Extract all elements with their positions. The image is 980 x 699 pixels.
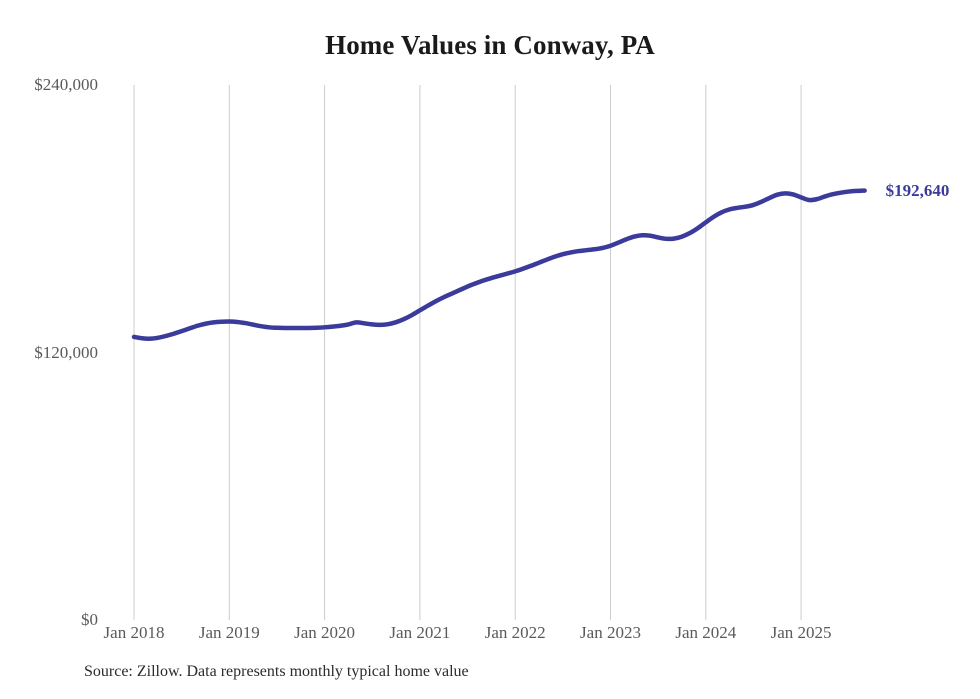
x-axis-tick-jan-2020: Jan 2020	[294, 623, 356, 642]
y-axis-tick-120000: $120,000	[34, 342, 98, 362]
end-value-callout: $192,640	[885, 180, 950, 200]
chart-source-footer: Source: Zillow. Data represents monthly …	[84, 663, 469, 680]
chart-title: Home Values in Conway, PA	[325, 30, 655, 60]
y-axis-tick-240000: $240,000	[34, 75, 98, 94]
home-value-line-series	[131, 188, 867, 341]
x-axis-tick-jan-2018: Jan 2018	[103, 623, 165, 642]
x-axis-tick-jan-2024: Jan 2024	[675, 623, 737, 642]
y-axis-tick-0: $0	[81, 610, 98, 629]
x-axis-tick-jan-2021: Jan 2021	[389, 623, 451, 642]
gridlines	[133, 85, 802, 620]
x-axis-tick-jan-2022: Jan 2022	[484, 623, 546, 642]
x-axis-tick-jan-2019: Jan 2019	[198, 623, 260, 642]
x-axis-tick-jan-2025: Jan 2025	[770, 623, 832, 642]
x-axis-tick-jan-2023: Jan 2023	[580, 623, 641, 642]
